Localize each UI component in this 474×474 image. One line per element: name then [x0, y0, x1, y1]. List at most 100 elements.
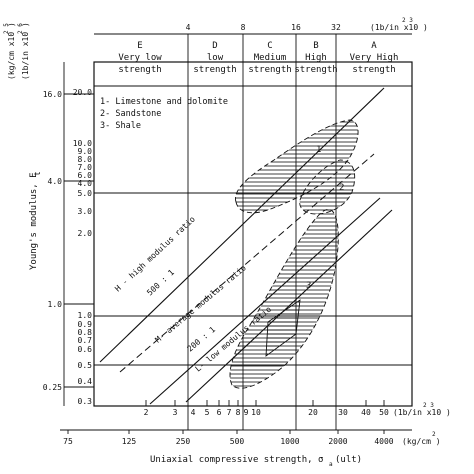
bottom-kg-ticks: 75 125 250 500 1000 2000 4000	[63, 430, 394, 446]
svg-text:2: 2	[144, 408, 149, 417]
svg-text:1.0: 1.0	[78, 311, 93, 320]
left-outer-axis-units: (kg/cm x10 ) 2 5	[3, 22, 16, 80]
svg-text:Young's modulus, E: Young's modulus, E	[29, 172, 39, 270]
svg-text:A: A	[371, 41, 377, 51]
svg-text:4: 4	[191, 408, 196, 417]
y-axis-title: Young's modulus, E t	[29, 171, 42, 270]
svg-text:Very High: Very High	[350, 53, 399, 63]
class-C: C Medium strength	[248, 41, 291, 75]
legend-item-shale: 3- Shale	[100, 121, 141, 131]
svg-text:B: B	[313, 41, 318, 51]
svg-text:t: t	[33, 171, 42, 176]
svg-text:strength: strength	[294, 65, 337, 75]
svg-text:3.0: 3.0	[78, 207, 93, 216]
ratio-line-aux	[185, 209, 393, 403]
svg-text:7: 7	[227, 408, 232, 417]
svg-text:0.3: 0.3	[78, 397, 93, 406]
svg-text:0.4: 0.4	[78, 377, 93, 386]
svg-text:0.6: 0.6	[78, 345, 93, 354]
svg-text:2 6: 2 6	[17, 23, 24, 34]
svg-text:5.0: 5.0	[78, 189, 93, 198]
svg-text:2 3: 2 3	[423, 402, 434, 409]
ratio-line-high	[99, 87, 385, 363]
svg-text:C: C	[267, 41, 272, 51]
svg-text:E: E	[137, 41, 142, 51]
svg-text:1.0: 1.0	[48, 300, 63, 309]
svg-text:7.0: 7.0	[78, 163, 93, 172]
svg-text:0.5: 0.5	[78, 361, 93, 370]
svg-text:High: High	[305, 53, 327, 63]
svg-text:20.0: 20.0	[73, 88, 92, 97]
svg-text:0.7: 0.7	[78, 336, 93, 345]
svg-text:6.0: 6.0	[78, 171, 93, 180]
svg-text:6: 6	[217, 408, 222, 417]
svg-text:(kg/cm ): (kg/cm )	[402, 437, 441, 446]
svg-text:(1b/in x10 ): (1b/in x10 )	[393, 408, 451, 417]
svg-text:16.0: 16.0	[43, 90, 62, 99]
svg-text:8: 8	[241, 23, 246, 32]
svg-text:3: 3	[173, 408, 178, 417]
svg-text:(kg/cm x10 ): (kg/cm x10 )	[7, 22, 16, 80]
svg-text:(1b/in x10 ): (1b/in x10 )	[21, 22, 30, 80]
strength-class-header: E Very low strength D low strength C Med…	[118, 41, 398, 75]
svg-text:D: D	[212, 41, 217, 51]
svg-text:50: 50	[379, 408, 389, 417]
svg-text:Very low: Very low	[118, 53, 162, 63]
svg-text:Medium: Medium	[254, 53, 287, 63]
class-A: A Very High strength	[350, 41, 399, 75]
svg-text:1: 1	[316, 145, 321, 155]
svg-text:8: 8	[236, 408, 241, 417]
class-D: D low strength	[193, 41, 236, 75]
class-E: E Very low strength	[118, 41, 162, 75]
legend: 1- Limestone and dolomite 2- Sandstone 3…	[100, 97, 228, 131]
svg-text:0.9: 0.9	[78, 320, 93, 329]
svg-text:250: 250	[176, 437, 191, 446]
svg-text:2000: 2000	[328, 437, 347, 446]
svg-text:5: 5	[205, 408, 210, 417]
svg-text:20: 20	[308, 408, 318, 417]
svg-text:40: 40	[361, 408, 371, 417]
left-inner-axis-units: (1b/in x10 ) 2 6	[17, 22, 30, 80]
svg-text:2.0: 2.0	[78, 229, 93, 238]
bottom-psi-units: (1b/in x10 ) 2 3	[393, 402, 451, 417]
legend-item-sandstone: 2- Sandstone	[100, 109, 161, 119]
top-axis-units: (1b/in x10 ) 2 3	[370, 17, 428, 32]
svg-text:3: 3	[306, 281, 311, 291]
svg-text:0.8: 0.8	[78, 328, 93, 337]
svg-text:strength: strength	[118, 65, 161, 75]
bottom-kg-units: (kg/cm ) 2	[402, 431, 441, 446]
svg-text:9: 9	[244, 408, 249, 417]
svg-text:500: 500	[230, 437, 245, 446]
svg-text:2: 2	[432, 431, 436, 438]
svg-text:4.0: 4.0	[78, 179, 93, 188]
svg-text:a: a	[329, 461, 333, 468]
svg-text:2: 2	[339, 183, 344, 193]
plot-frame	[93, 61, 413, 407]
svg-text:(1b/in x10 ): (1b/in x10 )	[370, 23, 428, 32]
svg-text:10.0: 10.0	[73, 139, 92, 148]
svg-text:16: 16	[291, 23, 301, 32]
svg-text:10: 10	[251, 408, 261, 417]
svg-text:1000: 1000	[280, 437, 299, 446]
zone-shale-tail	[265, 299, 301, 357]
svg-text:2 5: 2 5	[3, 23, 10, 34]
svg-text:9.0: 9.0	[78, 147, 93, 156]
svg-text:2 3: 2 3	[402, 17, 413, 24]
svg-text:low: low	[207, 53, 224, 63]
svg-text:30: 30	[338, 408, 348, 417]
zone-labels: 1 2 3	[306, 145, 344, 291]
class-B: B High strength	[294, 41, 337, 75]
svg-text:125: 125	[122, 437, 137, 446]
legend-item-limestone: 1- Limestone and dolomite	[100, 97, 228, 107]
svg-text:32: 32	[331, 23, 341, 32]
svg-text:200 : 1: 200 : 1	[186, 325, 218, 354]
zone-3-shale	[229, 209, 339, 389]
top-axis-ticks: 4 8 16 32	[186, 23, 341, 32]
left-inner-ticks: 20.0 10.0 9.0 8.0 7.0 6.0 5.0 4.0 3.0 2.…	[73, 88, 92, 406]
svg-text:8.0: 8.0	[78, 155, 93, 164]
svg-text:Uniaxial compressive strength,: Uniaxial compressive strength, σ	[150, 455, 323, 465]
zone-2-sandstone	[299, 159, 356, 215]
left-outer-ticks: 16.0 4.0 1.0 0.25	[43, 62, 94, 406]
svg-text:strength: strength	[352, 65, 395, 75]
